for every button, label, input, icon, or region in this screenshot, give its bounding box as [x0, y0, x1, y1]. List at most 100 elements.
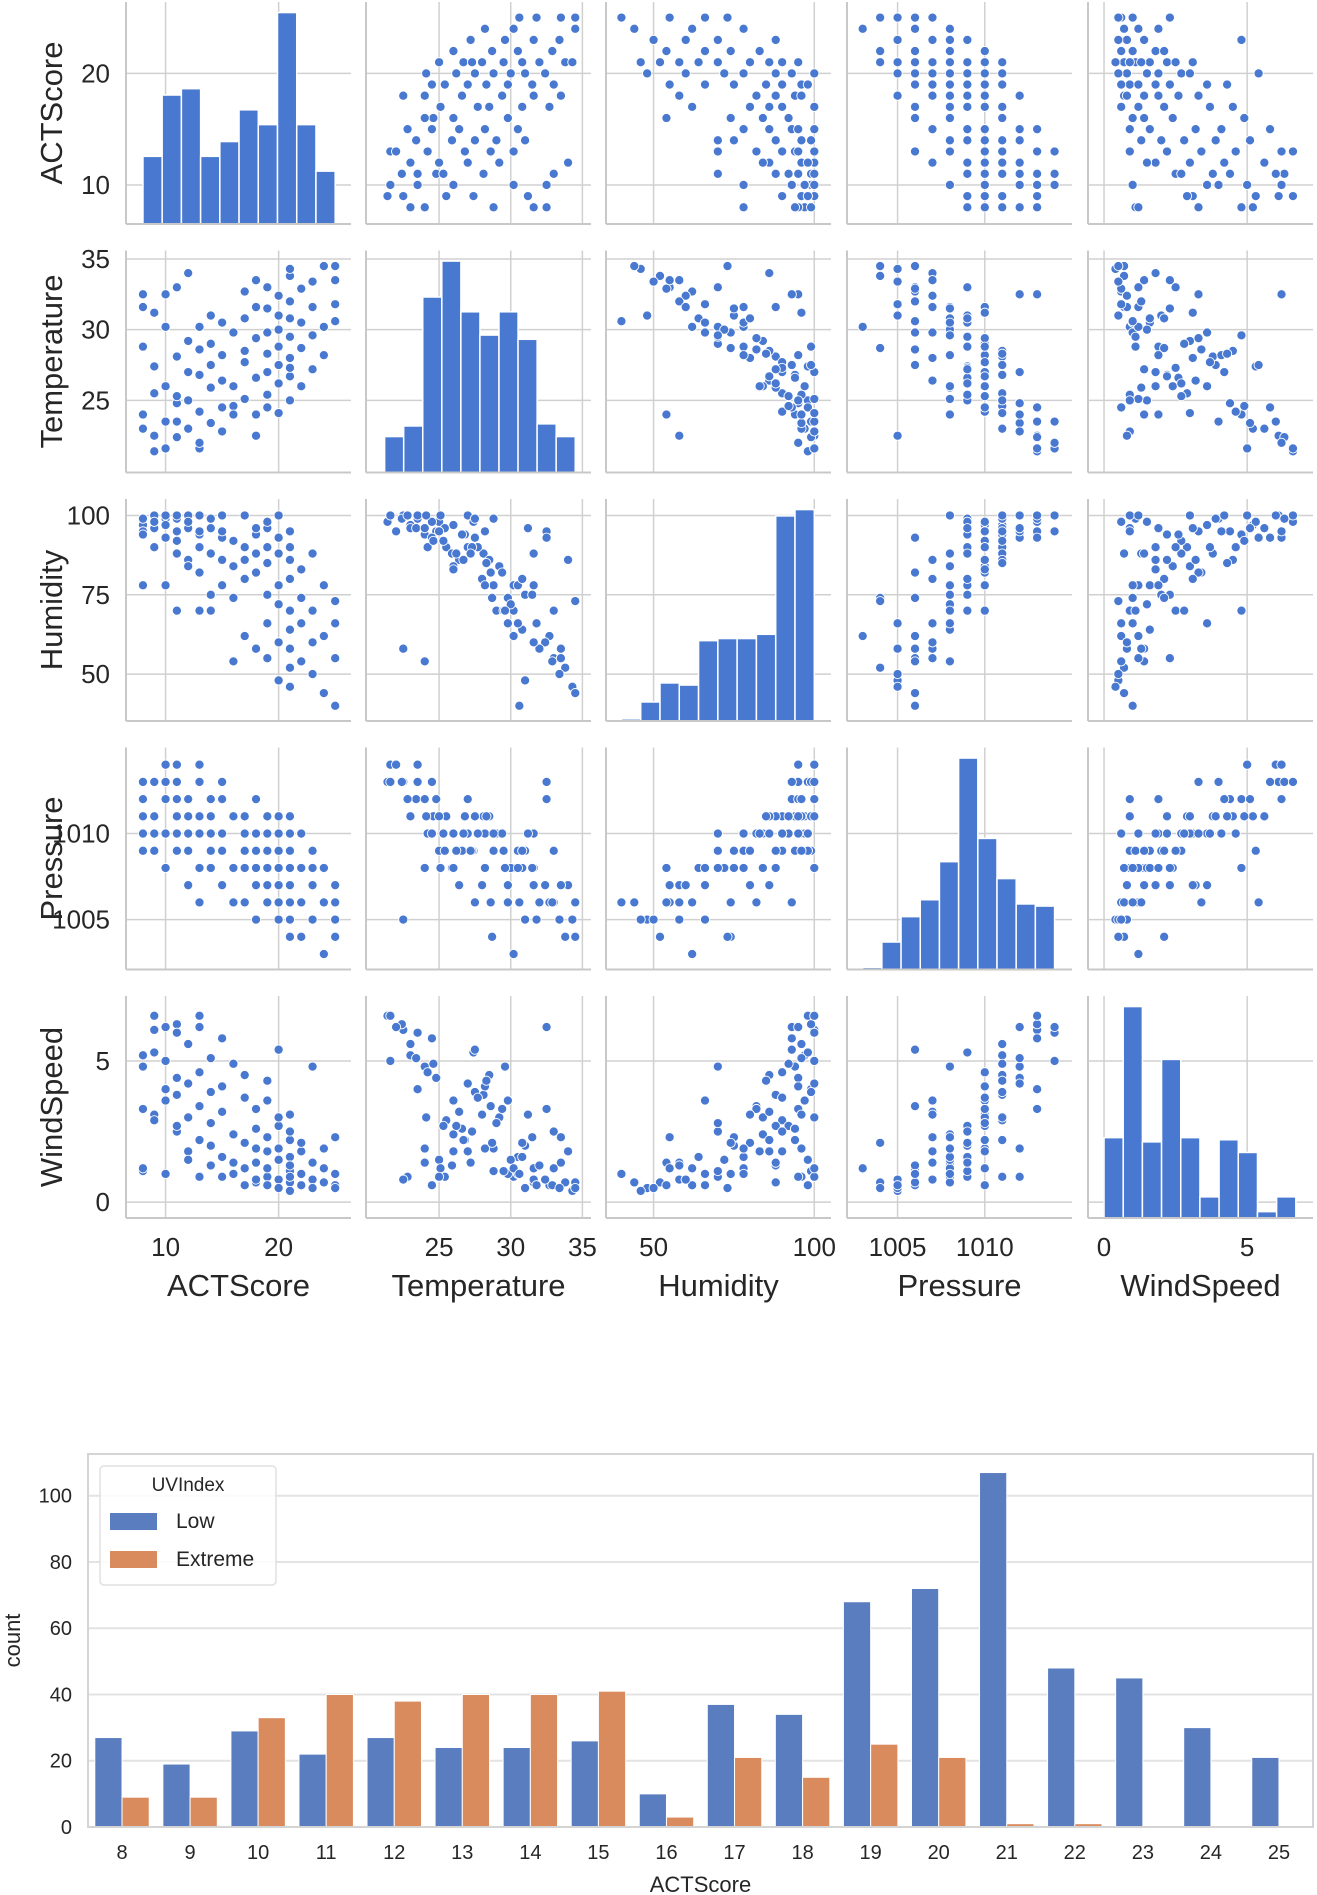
scatter-point: [857, 630, 868, 642]
scatter-point: [183, 516, 194, 527]
scatter-point: [171, 845, 182, 856]
scatter-point: [160, 828, 171, 839]
scatter-point: [439, 79, 450, 90]
scatter-point: [228, 400, 239, 412]
scatter-point: [428, 535, 439, 546]
scatter-point: [1176, 68, 1187, 79]
scatter-point: [171, 548, 182, 559]
scatter-point: [1116, 516, 1127, 527]
scatter-point: [481, 811, 492, 822]
scatter-point: [648, 276, 659, 287]
scatter-point: [262, 542, 273, 553]
scatter-point: [809, 443, 820, 454]
scatter-point: [540, 880, 551, 891]
scatter-point: [764, 1146, 775, 1157]
scatter-point: [262, 402, 273, 413]
scatter-point: [979, 101, 990, 112]
scatter-point: [431, 1072, 442, 1083]
scatter-point: [783, 391, 794, 402]
scatter-point: [1119, 23, 1130, 34]
scatter-point: [1049, 526, 1060, 537]
hist-bar: [1179, 1136, 1201, 1219]
scatter-point: [273, 914, 284, 925]
scatter-point: [1259, 423, 1270, 434]
scatter-point: [680, 68, 691, 79]
scatter-point: [250, 845, 262, 856]
scatter-point: [458, 554, 469, 565]
scatter-point: [137, 513, 149, 524]
scatter-point: [979, 202, 990, 213]
scatter-point: [385, 179, 396, 191]
y-tick-label: 20: [81, 58, 110, 88]
bar-low: [842, 1601, 872, 1828]
scatter-point: [997, 348, 1008, 359]
scatter-point: [239, 554, 250, 565]
bar-extreme: [121, 1796, 150, 1828]
scatter-point: [962, 1126, 973, 1137]
scatter-point: [1270, 416, 1281, 427]
scatter-point: [1222, 79, 1233, 90]
scatter-point: [1141, 516, 1153, 527]
scatter-point: [892, 299, 903, 310]
scatter-point: [1176, 548, 1187, 559]
scatter-point: [793, 811, 804, 822]
scatter-point: [307, 605, 318, 616]
scatter-point: [664, 880, 675, 891]
scatter-point: [396, 168, 407, 179]
y-tick-label: 60: [50, 1618, 72, 1640]
scatter-point: [217, 794, 228, 805]
scatter-point: [1202, 880, 1213, 891]
scatter-point: [330, 299, 341, 310]
scatter-point: [1150, 564, 1161, 575]
scatter-point: [793, 124, 804, 135]
scatter-point: [262, 880, 273, 891]
scatter-point: [674, 430, 685, 441]
scatter-point: [1161, 554, 1173, 565]
scatter-point: [1150, 268, 1161, 279]
scatter-point: [273, 1120, 284, 1131]
scatter-point: [1124, 124, 1135, 135]
scatter-point: [680, 290, 691, 301]
scatter-point: [661, 46, 672, 57]
scatter-point: [1179, 828, 1190, 839]
scatter-point: [171, 510, 182, 521]
scatter-point: [487, 592, 498, 603]
scatter-point: [570, 12, 581, 23]
scatter-point: [239, 1163, 250, 1174]
scatter-point: [1227, 101, 1238, 112]
scatter-point: [160, 416, 171, 427]
hist-bar: [536, 423, 557, 474]
scatter-point: [468, 191, 479, 202]
scatter-point: [944, 1132, 955, 1143]
scatter-point: [250, 643, 262, 654]
hist-bar: [219, 140, 240, 225]
scatter-point: [892, 90, 903, 101]
scatter-point: [273, 862, 284, 874]
scatter-point: [250, 794, 262, 805]
scatter-point: [806, 341, 817, 352]
scatter-point: [1170, 57, 1181, 68]
scatter-point: [962, 68, 973, 79]
y-tick-label: 80: [50, 1552, 72, 1574]
scatter-point: [183, 880, 194, 891]
scatter-point: [712, 330, 723, 341]
scatter-point: [217, 510, 228, 521]
scatter-point: [979, 516, 990, 527]
scatter-point: [528, 34, 539, 45]
scatter-point: [738, 828, 749, 839]
scatter-point: [661, 283, 672, 294]
scatter-point: [411, 523, 422, 534]
scatter-point: [1202, 519, 1213, 531]
scatter-point: [927, 1146, 938, 1157]
scatter-point: [1014, 367, 1025, 378]
scatter-point: [307, 1061, 318, 1072]
scatter-point: [502, 880, 513, 891]
scatter-point: [1247, 811, 1258, 822]
scatter-point: [330, 316, 341, 327]
scatter-point: [250, 828, 262, 839]
scatter-point: [1187, 880, 1198, 891]
scatter-point: [217, 426, 228, 437]
scatter-point: [205, 1160, 216, 1171]
scatter-point: [802, 828, 813, 839]
